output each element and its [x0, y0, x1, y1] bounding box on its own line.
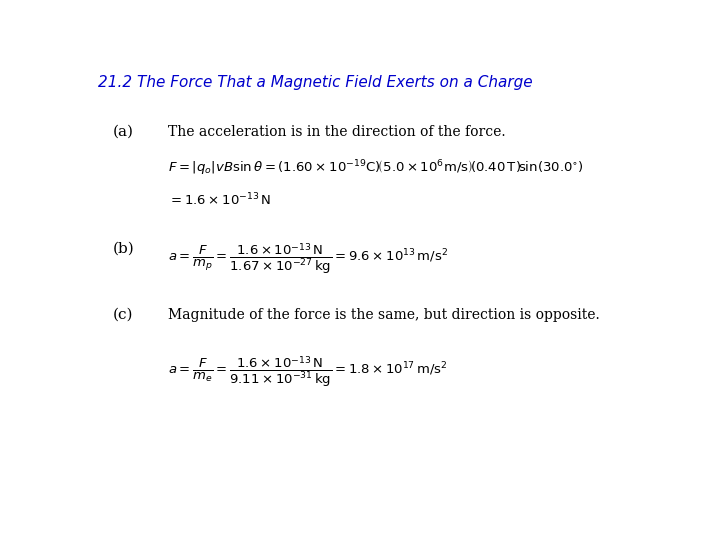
Text: $F = |q_o|vB\sin\theta = \left(1.60\times10^{-19}\mathrm{C}\right)\!\left(5.0\ti: $F = |q_o|vB\sin\theta = \left(1.60\time…: [168, 158, 584, 178]
Text: $a = \dfrac{F}{m_e} = \dfrac{1.6\times10^{-13}\,\mathrm{N}}{9.11\times10^{-31}\,: $a = \dfrac{F}{m_e} = \dfrac{1.6\times10…: [168, 354, 448, 389]
Text: (a): (a): [112, 125, 133, 139]
Text: The acceleration is in the direction of the force.: The acceleration is in the direction of …: [168, 125, 505, 139]
Text: 21.2 The Force That a Magnetic Field Exerts on a Charge: 21.2 The Force That a Magnetic Field Exe…: [99, 75, 533, 90]
Text: $= 1.6\times10^{-13}\,\mathrm{N}$: $= 1.6\times10^{-13}\,\mathrm{N}$: [168, 192, 271, 208]
Text: (c): (c): [112, 308, 132, 322]
Text: $a = \dfrac{F}{m_p} = \dfrac{1.6\times10^{-13}\,\mathrm{N}}{1.67\times10^{-27}\,: $a = \dfrac{F}{m_p} = \dfrac{1.6\times10…: [168, 241, 449, 276]
Text: (b): (b): [112, 241, 134, 255]
Text: Magnitude of the force is the same, but direction is opposite.: Magnitude of the force is the same, but …: [168, 308, 600, 322]
